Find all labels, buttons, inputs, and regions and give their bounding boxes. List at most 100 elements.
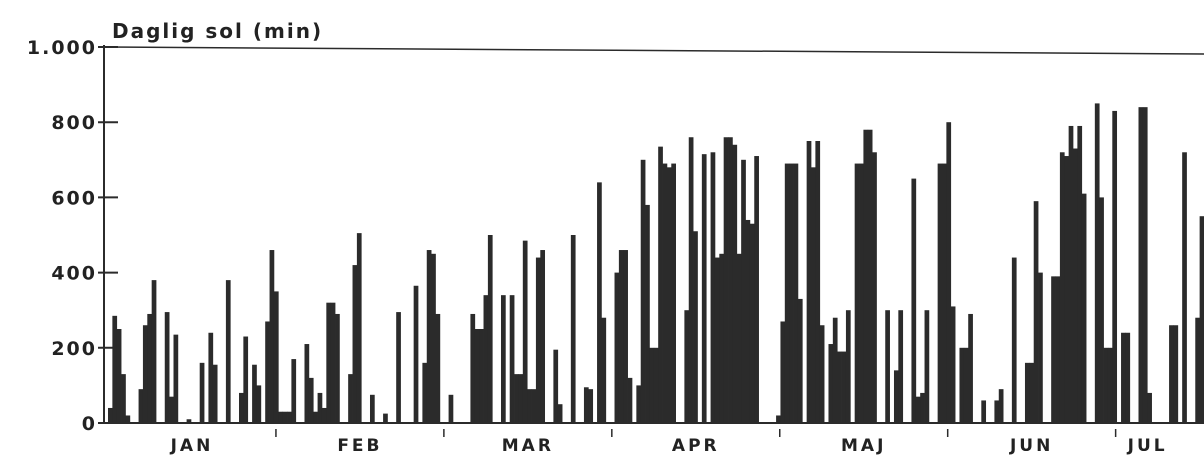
bar xyxy=(369,394,375,423)
bar xyxy=(199,362,205,423)
bar xyxy=(863,129,869,423)
bar xyxy=(186,419,192,423)
y-tick-label: 400 xyxy=(51,263,97,285)
bar xyxy=(396,312,401,423)
bar xyxy=(540,250,546,423)
bar xyxy=(212,364,218,423)
bar xyxy=(645,204,650,423)
bar xyxy=(898,310,904,423)
y-tick-label: 200 xyxy=(51,338,97,360)
month-label: FEB xyxy=(337,436,382,456)
bar xyxy=(553,349,559,423)
bar xyxy=(121,374,126,423)
bar xyxy=(915,396,921,423)
bar xyxy=(819,325,825,423)
bar xyxy=(557,404,563,423)
bar xyxy=(963,347,969,423)
bar xyxy=(169,396,174,423)
bar xyxy=(693,231,698,423)
bar xyxy=(125,415,131,423)
bar xyxy=(1059,152,1065,423)
bar xyxy=(225,280,231,423)
bar xyxy=(435,313,441,423)
bar xyxy=(142,325,148,423)
bar xyxy=(719,253,725,423)
bar xyxy=(666,167,672,423)
bar xyxy=(636,385,642,423)
bar xyxy=(487,235,493,423)
bar xyxy=(797,298,803,423)
bar xyxy=(1199,216,1204,423)
y-axis-label: Daglig sol (min) xyxy=(112,19,323,43)
bar xyxy=(859,163,864,423)
bar xyxy=(994,400,1000,423)
bar xyxy=(112,315,118,423)
bar xyxy=(239,392,244,423)
bar xyxy=(1033,201,1039,423)
x-axis: JAN FEB MAR APR MAJ JUN JUL xyxy=(104,422,1204,456)
bar xyxy=(841,351,847,423)
bar xyxy=(317,392,323,423)
bar xyxy=(164,312,170,423)
bar xyxy=(291,359,297,423)
bar xyxy=(745,219,751,423)
bar xyxy=(946,122,952,423)
bar xyxy=(426,250,432,423)
bar xyxy=(981,400,987,423)
bar xyxy=(522,240,528,423)
bar xyxy=(413,285,419,423)
bar xyxy=(749,223,755,423)
bar xyxy=(1103,347,1109,423)
bar xyxy=(527,389,532,423)
month-label: APR xyxy=(672,436,720,456)
bar xyxy=(1173,325,1179,423)
bar xyxy=(313,411,318,423)
bar xyxy=(1073,148,1078,423)
bar xyxy=(352,265,358,423)
bar xyxy=(1029,362,1035,423)
bar xyxy=(535,257,541,423)
bar xyxy=(924,310,930,423)
bars xyxy=(108,103,1204,424)
bar xyxy=(837,351,842,423)
bar xyxy=(784,163,790,423)
bar xyxy=(483,295,489,423)
bar xyxy=(618,250,624,423)
bar xyxy=(147,313,153,423)
bar xyxy=(627,377,633,423)
bar xyxy=(500,295,506,423)
bar xyxy=(614,272,620,423)
bar xyxy=(116,329,122,423)
bar xyxy=(1147,392,1152,423)
bar xyxy=(448,394,454,423)
bar xyxy=(1107,347,1113,423)
bar xyxy=(335,313,340,423)
bar xyxy=(138,389,144,423)
bar xyxy=(920,392,925,423)
bar xyxy=(998,389,1004,423)
bar xyxy=(1112,110,1118,424)
bar xyxy=(474,329,480,423)
bar xyxy=(1142,107,1148,423)
bar xyxy=(383,413,388,423)
bar xyxy=(531,389,537,423)
bar xyxy=(710,152,716,423)
bar xyxy=(208,332,214,423)
bar xyxy=(662,163,668,423)
bar xyxy=(514,374,519,423)
bar xyxy=(256,385,262,423)
bar xyxy=(950,306,956,423)
bar xyxy=(1011,257,1017,423)
bar xyxy=(1038,272,1043,423)
bar xyxy=(570,235,576,423)
bar xyxy=(911,178,917,423)
month-label: JUN xyxy=(1009,436,1053,456)
bar xyxy=(885,310,890,423)
y-tick-label: 0 xyxy=(82,413,97,435)
bar xyxy=(265,321,270,423)
bar xyxy=(1182,152,1187,423)
bar xyxy=(714,257,720,423)
bar xyxy=(793,163,799,423)
bar xyxy=(597,182,602,423)
month-label: MAR xyxy=(502,436,554,456)
